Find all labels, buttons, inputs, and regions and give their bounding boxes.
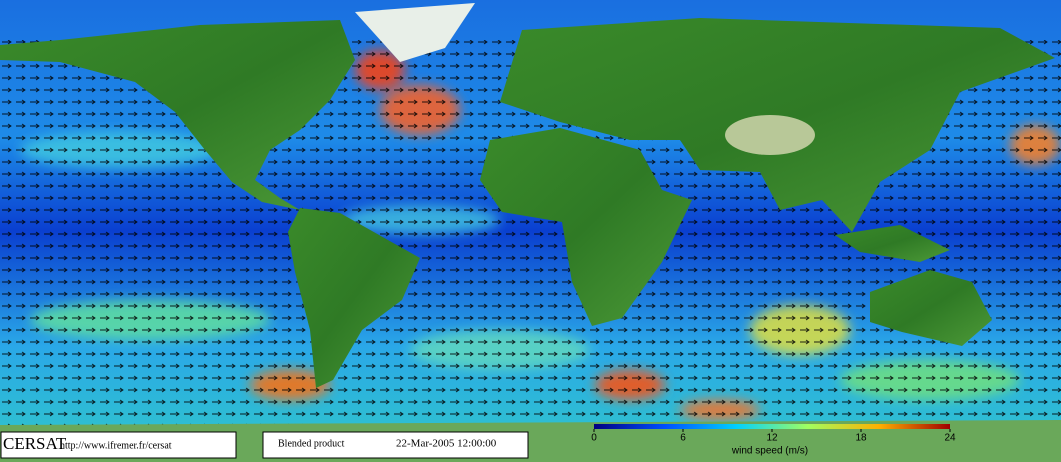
footer: CERSAT http://www.ifremer.fr/cersat Blen… [0, 431, 529, 459]
colorbar-tick-label: 0 [591, 433, 597, 444]
colorbar-tick-label: 18 [855, 433, 867, 444]
product: Blended product [278, 438, 345, 449]
colorbar-label: wind speed (m/s) [731, 446, 808, 457]
colorbar-tick-label: 12 [766, 433, 778, 444]
land [0, 3, 1061, 462]
colorbar-tick-label: 24 [944, 433, 956, 444]
logo: CERSAT [3, 434, 67, 453]
url: http://www.ifremer.fr/cersat [60, 440, 172, 451]
logo-box [0, 431, 237, 459]
info-box [262, 431, 529, 459]
colorbar-tick-label: 6 [680, 433, 686, 444]
date: 22-Mar-2005 12:00:00 [396, 438, 497, 450]
colorbar-ramp [594, 424, 950, 429]
colorbar: wind speed (m/s) 0 6 12 18 24 [591, 424, 956, 457]
